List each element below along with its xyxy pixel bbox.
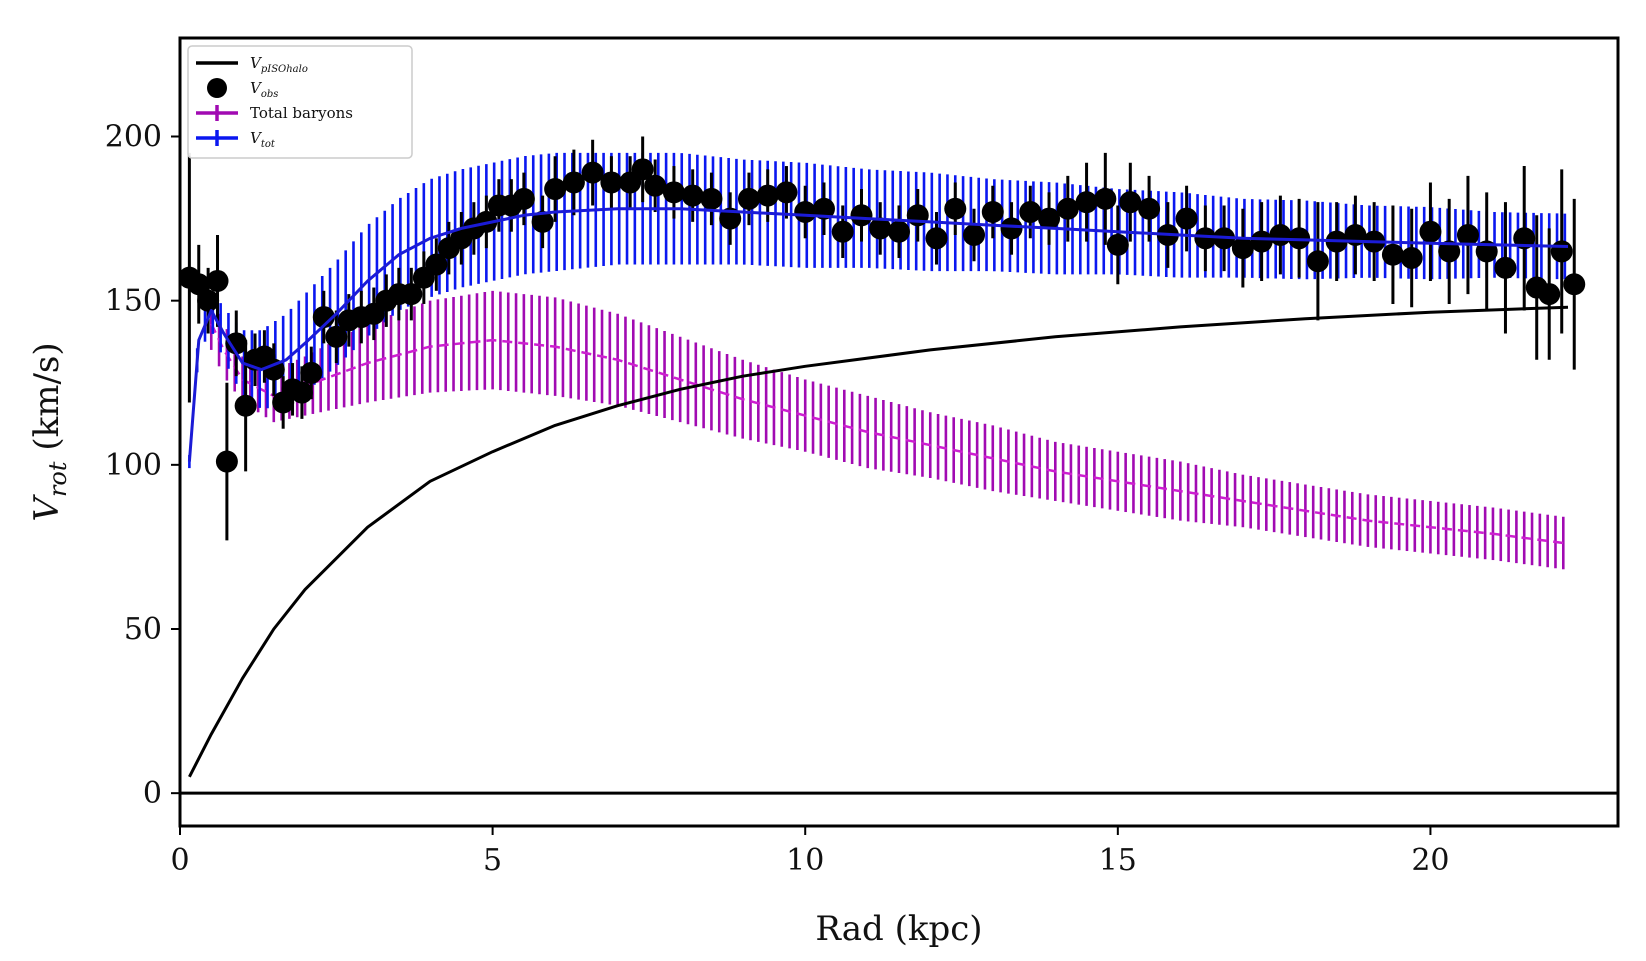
obs-point <box>944 197 967 220</box>
obs-point <box>1094 187 1117 210</box>
obs-point <box>1038 207 1061 230</box>
obs-point <box>1194 227 1217 250</box>
obs-point <box>325 325 348 348</box>
legend: VpISOhalo Vobs Total baryons Vtot <box>187 45 413 159</box>
obs-point <box>794 201 817 224</box>
obs-point <box>981 201 1004 224</box>
legend-label: VpISOhalo <box>250 54 308 75</box>
x-tick-label: 20 <box>1411 843 1449 878</box>
obs-point <box>187 273 210 296</box>
obs-point <box>206 269 229 292</box>
x-tick-label: 5 <box>483 843 502 878</box>
obs-point <box>1000 217 1023 240</box>
y-tick-label: 50 <box>124 612 162 647</box>
series-line-v-pisohalo <box>188 305 1569 778</box>
obs-point <box>1250 230 1273 253</box>
obs-point <box>644 174 667 197</box>
obs-point <box>1175 207 1198 230</box>
obs-point <box>1456 224 1479 246</box>
y-tick-label: 150 <box>105 284 162 319</box>
obs-point <box>1106 233 1129 256</box>
obs-point <box>1438 240 1461 263</box>
x-tick-label: 0 <box>170 843 189 878</box>
plot-layer <box>180 136 1586 778</box>
obs-point <box>850 204 873 227</box>
obs-point <box>737 187 760 210</box>
obs-point <box>1269 224 1292 246</box>
plot-frame <box>178 36 1620 828</box>
obs-point <box>681 184 704 207</box>
obs-point <box>225 332 248 355</box>
obs-point <box>756 184 779 207</box>
obs-point <box>197 289 220 312</box>
obs-point <box>531 210 554 233</box>
obs-point <box>1138 197 1161 220</box>
obs-point <box>831 220 854 243</box>
obs-point <box>775 181 798 204</box>
y-axis-label: Vrot (km/s) <box>27 342 72 521</box>
obs-point <box>1550 240 1573 263</box>
obs-point <box>869 217 892 240</box>
obs-point <box>631 158 654 181</box>
obs-point <box>812 197 835 220</box>
legend-label: Total baryons <box>250 104 353 122</box>
obs-point <box>888 220 910 243</box>
obs-point <box>662 181 685 204</box>
obs-point <box>1538 283 1561 306</box>
obs-point <box>1231 237 1254 260</box>
obs-point <box>1019 201 1042 224</box>
obs-point <box>1513 227 1536 250</box>
obs-point <box>1306 250 1329 273</box>
legend-box <box>187 45 413 159</box>
obs-point <box>400 283 423 306</box>
obs-point <box>300 361 323 384</box>
obs-point <box>290 381 313 404</box>
obs-point <box>581 161 604 184</box>
obs-point <box>1381 243 1404 266</box>
obs-point <box>512 187 535 210</box>
y-tick-label: 100 <box>105 448 162 483</box>
y-tick-label: 0 <box>143 776 162 811</box>
obs-point <box>1419 220 1442 243</box>
obs-point <box>1119 191 1142 214</box>
obs-point <box>1056 197 1079 220</box>
obs-point <box>1494 256 1517 279</box>
obs-point <box>425 253 448 276</box>
obs-point <box>312 306 335 329</box>
obs-point <box>1400 246 1423 269</box>
x-axis-label: Rad (kpc) <box>815 909 982 949</box>
obs-point <box>234 394 257 417</box>
obs-point <box>544 178 567 201</box>
series-line-v-tot <box>187 207 1569 462</box>
y-tick-label: 200 <box>105 120 162 155</box>
legend-label: Vobs <box>250 79 278 100</box>
obs-point <box>562 171 585 194</box>
obs-point <box>1075 191 1098 214</box>
obs-point <box>600 171 623 194</box>
obs-point <box>963 224 986 246</box>
legend-label: Vtot <box>250 129 276 150</box>
legend-swatch-marker <box>207 78 227 98</box>
obs-point <box>925 227 948 250</box>
obs-point <box>700 187 723 210</box>
obs-point <box>1563 273 1586 296</box>
obs-point <box>215 450 238 473</box>
x-tick-label: 15 <box>1099 843 1137 878</box>
x-tick-label: 10 <box>786 843 824 878</box>
